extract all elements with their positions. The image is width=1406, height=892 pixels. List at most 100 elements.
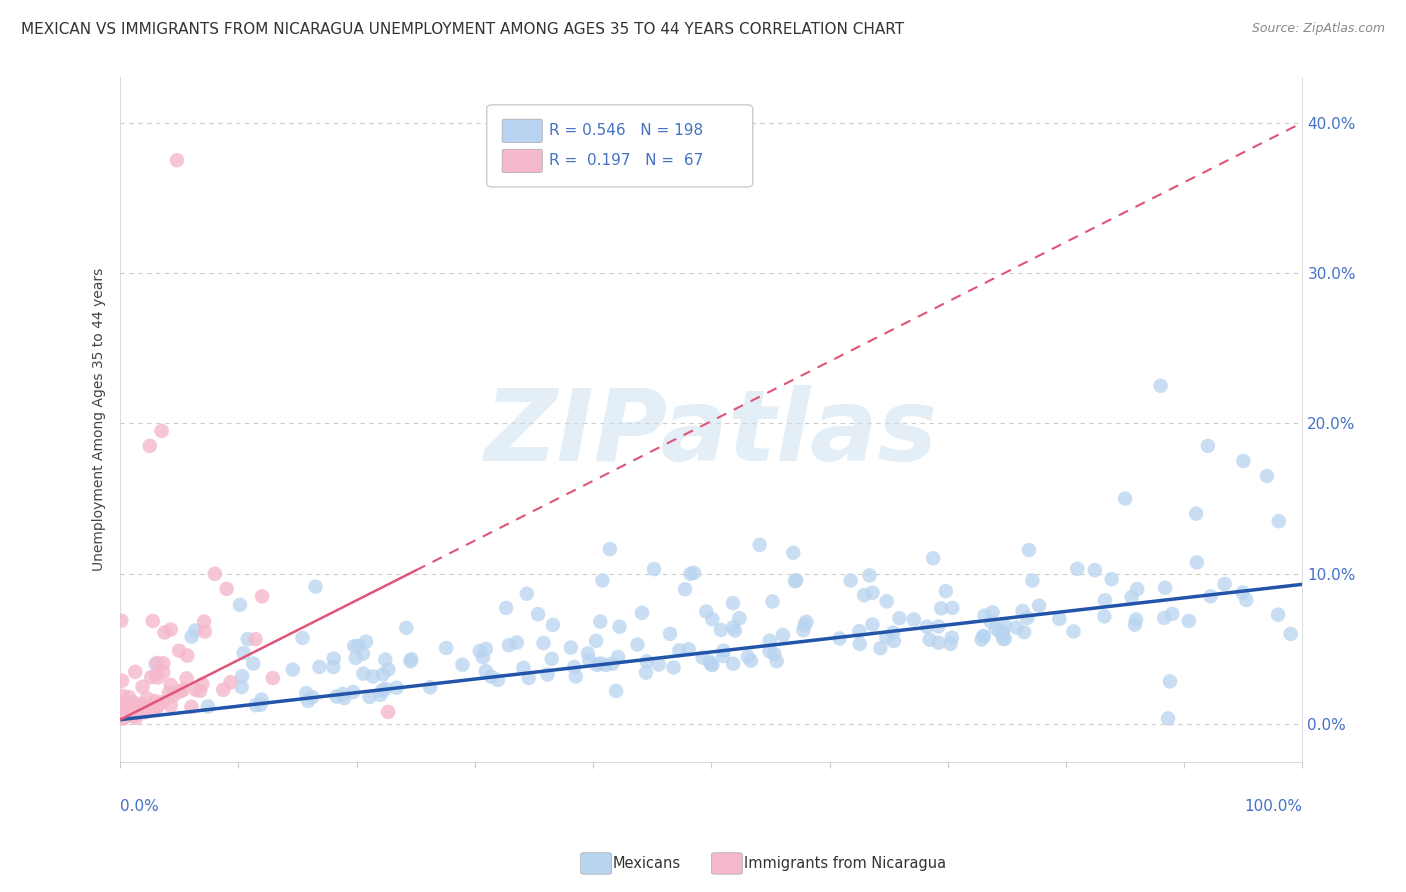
Point (1154, 581, 1177, 595)
Point (131, 680, 153, 694)
Point (395, 621, 418, 635)
Point (352, 647, 374, 661)
Point (229, 598, 252, 612)
Point (889, 611, 911, 625)
Point (599, 542, 621, 557)
Point (560, 640, 582, 655)
Point (135, 691, 157, 706)
Point (728, 611, 751, 625)
Point (344, 651, 367, 665)
Point (124, 698, 146, 712)
Point (828, 632, 851, 646)
Point (121, 708, 143, 723)
Point (132, 698, 155, 712)
Point (602, 657, 624, 671)
Point (1199, 590, 1222, 604)
Point (1178, 614, 1201, 628)
Text: 100.0%: 100.0% (1244, 799, 1302, 814)
Point (724, 624, 747, 638)
Point (361, 669, 384, 683)
Point (1153, 611, 1175, 625)
Point (994, 632, 1017, 646)
Point (354, 634, 377, 648)
Point (869, 641, 891, 656)
Point (377, 705, 399, 719)
Text: ZIPatlas: ZIPatlas (485, 384, 938, 482)
FancyBboxPatch shape (486, 105, 752, 187)
Point (322, 660, 344, 674)
Point (128, 705, 150, 719)
Point (419, 680, 441, 694)
Point (291, 631, 314, 645)
Text: Immigrants from Nicaragua: Immigrants from Nicaragua (744, 856, 946, 871)
Point (1159, 674, 1181, 689)
Point (498, 638, 520, 652)
Point (343, 639, 366, 653)
Point (146, 670, 169, 684)
Point (139, 439, 162, 453)
Point (721, 657, 744, 671)
Point (862, 585, 884, 599)
Point (262, 671, 284, 685)
Point (585, 633, 607, 648)
Point (1213, 577, 1236, 591)
Point (471, 650, 494, 665)
Point (191, 677, 214, 691)
Point (114, 698, 136, 713)
Point (122, 708, 145, 723)
Point (146, 656, 169, 670)
Point (166, 153, 188, 168)
Point (232, 646, 254, 660)
Point (399, 654, 422, 668)
Point (922, 551, 945, 566)
Point (1185, 556, 1208, 570)
Point (111, 689, 134, 703)
Point (242, 657, 264, 671)
Point (939, 637, 962, 651)
Point (761, 594, 783, 608)
Point (188, 683, 211, 698)
Point (918, 632, 941, 647)
Point (143, 694, 166, 708)
Point (1101, 572, 1123, 586)
Point (146, 696, 169, 710)
Point (132, 703, 155, 717)
Point (159, 623, 181, 637)
Point (184, 624, 207, 638)
Point (368, 688, 391, 702)
Point (152, 665, 174, 680)
Point (721, 596, 744, 610)
Point (536, 667, 558, 681)
Point (128, 704, 150, 718)
Point (993, 632, 1015, 646)
Point (506, 635, 529, 649)
Point (371, 667, 394, 681)
Point (125, 711, 148, 725)
Point (112, 712, 135, 726)
Point (1268, 514, 1291, 528)
Point (1066, 562, 1088, 576)
Point (991, 627, 1014, 641)
Point (643, 562, 665, 576)
Point (737, 649, 759, 664)
Point (124, 665, 146, 679)
Point (145, 657, 167, 671)
Point (304, 580, 326, 594)
Point (973, 608, 995, 623)
Point (541, 618, 564, 632)
Point (1084, 563, 1107, 577)
Point (1126, 582, 1149, 596)
Text: R = 0.546   N = 198: R = 0.546 N = 198 (550, 123, 703, 138)
Point (1012, 625, 1035, 640)
Point (973, 630, 995, 644)
Point (162, 689, 184, 703)
Point (197, 699, 219, 714)
Point (325, 690, 347, 704)
Text: R =  0.197   N =  67: R = 0.197 N = 67 (550, 153, 703, 169)
Point (1161, 607, 1184, 621)
Point (184, 682, 207, 697)
Point (468, 644, 491, 658)
Point (533, 636, 555, 650)
Point (308, 660, 330, 674)
Point (915, 620, 938, 634)
